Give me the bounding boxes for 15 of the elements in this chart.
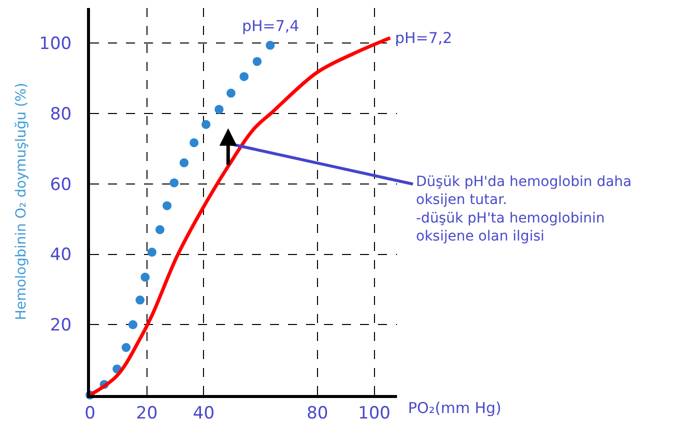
- y-axis-title: Hemologbinin O₂ doymuşluğu (%): [14, 82, 30, 320]
- x-axis-title: PO₂(mm Hg): [408, 399, 502, 417]
- y-tick-label: 100: [39, 34, 72, 54]
- x-tick-label: 0: [84, 403, 96, 424]
- x-tick-label: 100: [358, 403, 390, 424]
- y-tick-label: 20: [50, 316, 72, 336]
- series-label: pH=7,2: [395, 29, 452, 47]
- x-tick-label: 40: [192, 403, 215, 424]
- x-tick-label: 20: [136, 403, 158, 424]
- y-tick-label: 40: [50, 245, 72, 266]
- text: Düşük pH'da hemoglobin daha oksijen tutar. -düşük pH'ta hemoglobinin oksijene olan ilgisi: [416, 174, 632, 245]
- y-tick-label: 80: [50, 104, 72, 124]
- series-label: pH=7,4: [242, 17, 300, 35]
- x-tick-label: 80: [306, 403, 328, 424]
- y-tick-label: 60: [50, 174, 72, 195]
